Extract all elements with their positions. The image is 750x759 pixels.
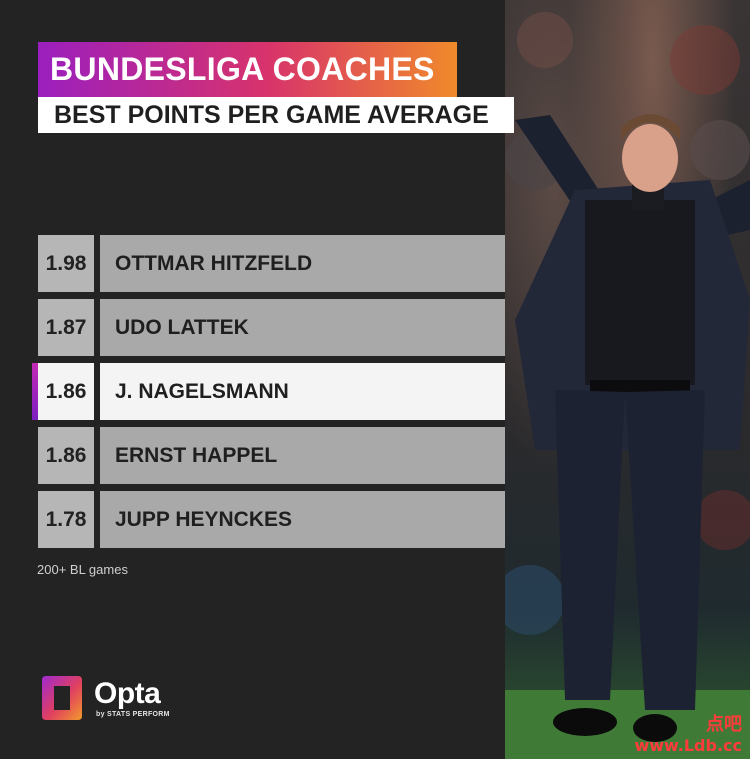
ppg-value: 1.86 (38, 363, 94, 420)
coach-name: JUPP HEYNCKES (100, 491, 505, 548)
footnote: 200+ BL games (37, 562, 128, 577)
watermark-line2: www.Ldb.cc (634, 736, 742, 755)
table-row: 1.98 OTTMAR HITZFELD (38, 235, 505, 292)
ppg-value: 1.87 (38, 299, 94, 356)
opta-logo-icon (42, 676, 82, 720)
chart-subtitle: BEST POINTS PER GAME AVERAGE (38, 97, 514, 133)
ppg-value: 1.86 (38, 427, 94, 484)
table-row: 1.78 JUPP HEYNCKES (38, 491, 505, 548)
opta-tagline: by STATS PERFORM (96, 711, 170, 718)
chart-title: BUNDESLIGA COACHES (38, 42, 457, 97)
table-row: 1.86 ERNST HAPPEL (38, 427, 505, 484)
coach-name: UDO LATTEK (100, 299, 505, 356)
coach-name: OTTMAR HITZFELD (100, 235, 505, 292)
coach-silhouette-icon (505, 12, 750, 759)
coach-photo (505, 0, 750, 759)
table-row-highlighted: 1.86 J. NAGELSMANN (32, 363, 505, 420)
watermark-line1: 点吧 (706, 714, 742, 735)
ppg-value: 1.78 (38, 491, 94, 548)
table-row: 1.87 UDO LATTEK (38, 299, 505, 356)
highlight-bar (32, 363, 38, 420)
coach-name: ERNST HAPPEL (100, 427, 505, 484)
ppg-value: 1.98 (38, 235, 94, 292)
watermark: 点吧 www.Ldb.cc (634, 710, 742, 755)
opta-wordmark: Opta (94, 677, 161, 710)
coach-name: J. NAGELSMANN (100, 363, 505, 420)
